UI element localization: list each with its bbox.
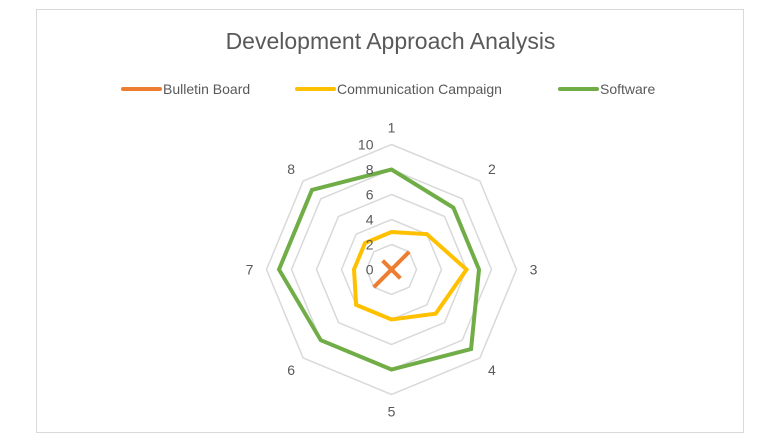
- grid-ring: [365, 243, 418, 296]
- radial-tick-label: 10: [358, 137, 374, 153]
- legend-swatch-icon: [121, 87, 162, 91]
- legend: Bulletin Board Communication Campaign So…: [0, 79, 768, 99]
- category-label: 3: [530, 262, 538, 278]
- radial-tick-labels: 0 2 4 6 8 10: [358, 137, 374, 278]
- category-label: 5: [388, 404, 396, 420]
- grid-ring: [315, 193, 468, 346]
- radar-series: [276, 167, 482, 372]
- category-label: 7: [246, 262, 254, 278]
- radial-tick-label: 8: [366, 162, 374, 178]
- radial-tick-label: 6: [366, 187, 374, 203]
- chart-area: [36, 9, 744, 433]
- legend-item-communication-campaign[interactable]: Communication Campaign: [295, 79, 502, 99]
- series-bulletin-board[interactable]: [372, 250, 411, 289]
- radial-tick-label: 2: [366, 237, 374, 253]
- radial-tick-label: 0: [366, 262, 374, 278]
- chart-title: Development Approach Analysis: [225, 28, 556, 54]
- legend-swatch-icon: [558, 87, 599, 91]
- radial-tick-label: 4: [366, 212, 374, 228]
- category-label: 8: [287, 161, 295, 177]
- legend-swatch-icon: [295, 87, 336, 91]
- series-software[interactable]: [276, 167, 482, 372]
- legend-item-software[interactable]: Software: [558, 79, 655, 99]
- category-label: 4: [488, 362, 496, 378]
- legend-label: Software: [600, 81, 656, 97]
- grid-ring: [265, 143, 518, 396]
- series-communication-campaign[interactable]: [351, 229, 470, 322]
- category-label: 6: [287, 362, 295, 378]
- category-label: 2: [488, 161, 496, 177]
- category-axis-labels: 1 2 3 4 5 6 7 8: [246, 120, 538, 420]
- legend-label: Communication Campaign: [337, 81, 502, 97]
- legend-item-bulletin-board[interactable]: Bulletin Board: [121, 79, 250, 99]
- legend-label: Bulletin Board: [163, 81, 251, 97]
- category-label: 1: [388, 120, 396, 136]
